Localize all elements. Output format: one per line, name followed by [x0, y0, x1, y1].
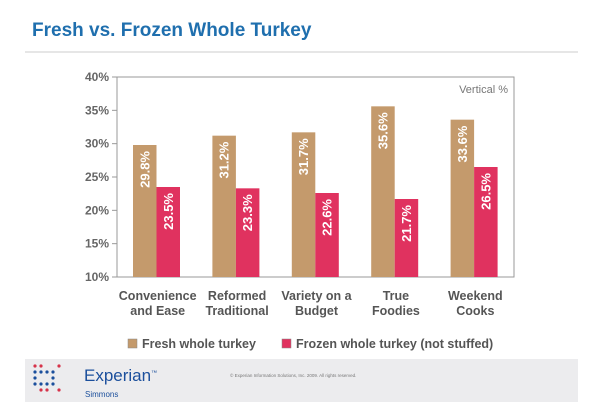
data-label: 29.8%	[137, 151, 152, 188]
data-label: 23.3%	[240, 194, 255, 231]
x-tick-label: and Ease	[130, 304, 185, 318]
brand-name: Experian™	[84, 366, 157, 386]
logo-dot	[33, 364, 37, 368]
logo-dot	[45, 382, 49, 386]
legend-label: Fresh whole turkey	[142, 337, 256, 351]
bar-fresh	[371, 106, 395, 277]
data-label: 31.7%	[296, 138, 311, 175]
brand-sub: Simmons	[85, 390, 119, 399]
footer: Experian™ Simmons © Experian Information…	[25, 359, 578, 402]
data-label: 33.6%	[455, 125, 470, 162]
data-label: 26.5%	[478, 173, 493, 210]
data-label: 22.6%	[320, 199, 335, 236]
title-divider	[25, 51, 578, 53]
x-tick-label: Reformed	[208, 289, 266, 303]
logo-dot	[57, 388, 61, 392]
data-label: 35.6%	[375, 112, 390, 149]
logo-dot	[51, 376, 55, 380]
y-tick-label: 30%	[85, 137, 109, 151]
trademark: ™	[151, 370, 158, 377]
copyright: © Experian Information Solutions, Inc. 2…	[230, 373, 357, 378]
logo-dot	[51, 370, 55, 374]
y-tick-label: 40%	[85, 70, 109, 84]
logo-dot	[39, 382, 43, 386]
data-label: 31.2%	[217, 141, 232, 178]
brand-text: Experian	[84, 366, 152, 385]
y-tick-label: 10%	[85, 270, 109, 284]
x-tick-label: Weekend	[448, 289, 503, 303]
y-tick-label: 35%	[85, 103, 109, 117]
logo-dot	[39, 370, 43, 374]
logo-dot	[57, 364, 61, 368]
data-label: 23.5%	[161, 193, 176, 230]
logo-dot	[39, 364, 43, 368]
logo-dot	[51, 382, 55, 386]
bar-frozen	[394, 199, 419, 277]
logo-dot	[45, 388, 49, 392]
bar-frozen	[315, 193, 339, 277]
y-tick-label: 25%	[85, 170, 109, 184]
legend-swatch	[281, 338, 292, 349]
logo-dot	[33, 382, 37, 386]
logo-dot	[39, 388, 43, 392]
x-tick-label: Cooks	[456, 304, 494, 318]
bar-frozen	[235, 188, 260, 277]
bar-fresh	[291, 132, 316, 277]
x-tick-label: True	[383, 289, 409, 303]
bar-frozen	[474, 167, 498, 277]
logo-dot	[45, 370, 49, 374]
bar-fresh	[450, 119, 475, 278]
bar-fresh	[133, 145, 157, 277]
bar-fresh	[212, 135, 236, 277]
bar-frozen	[156, 187, 180, 277]
x-tick-label: Variety on a	[281, 289, 352, 303]
slide-title: Fresh vs. Frozen Whole Turkey	[32, 20, 312, 41]
x-tick-label: Budget	[295, 304, 339, 318]
logo-dot	[33, 370, 37, 374]
x-tick-label: Traditional	[205, 304, 268, 318]
y-tick-label: 20%	[85, 203, 109, 217]
annotation: Vertical %	[459, 84, 508, 96]
experian-logo-icon	[33, 364, 61, 392]
data-label: 21.7%	[399, 205, 414, 242]
x-tick-label: Foodies	[372, 304, 420, 318]
logo-dot	[33, 376, 37, 380]
legend-swatch	[127, 338, 138, 349]
y-tick-label: 15%	[85, 237, 109, 251]
x-tick-label: Convenience	[119, 289, 197, 303]
legend-label: Frozen whole turkey (not stuffed)	[296, 337, 493, 351]
